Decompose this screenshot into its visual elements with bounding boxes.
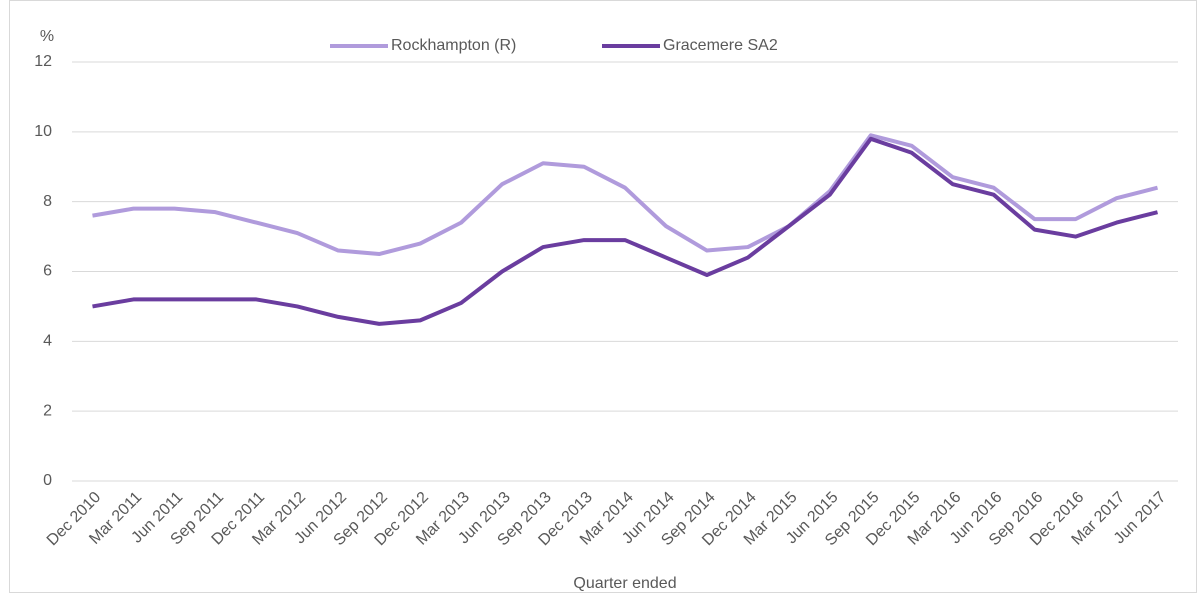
y-tick-label: 0 [43, 472, 52, 489]
y-tick-label: 6 [43, 263, 52, 280]
legend-label: Gracemere SA2 [663, 37, 778, 54]
y-tick-label: 8 [43, 193, 52, 210]
x-axis-label: Quarter ended [573, 575, 676, 592]
y-tick-label: 2 [43, 402, 52, 419]
y-tick-label: 10 [34, 123, 52, 140]
series-line [92, 133, 1159, 257]
y-axis-label: % [40, 28, 54, 45]
legend-label: Rockhampton (R) [391, 37, 516, 54]
y-tick-label: 12 [34, 53, 52, 70]
chart-border [9, 0, 1197, 593]
series-line [92, 136, 1159, 326]
y-tick-label: 4 [43, 333, 52, 350]
